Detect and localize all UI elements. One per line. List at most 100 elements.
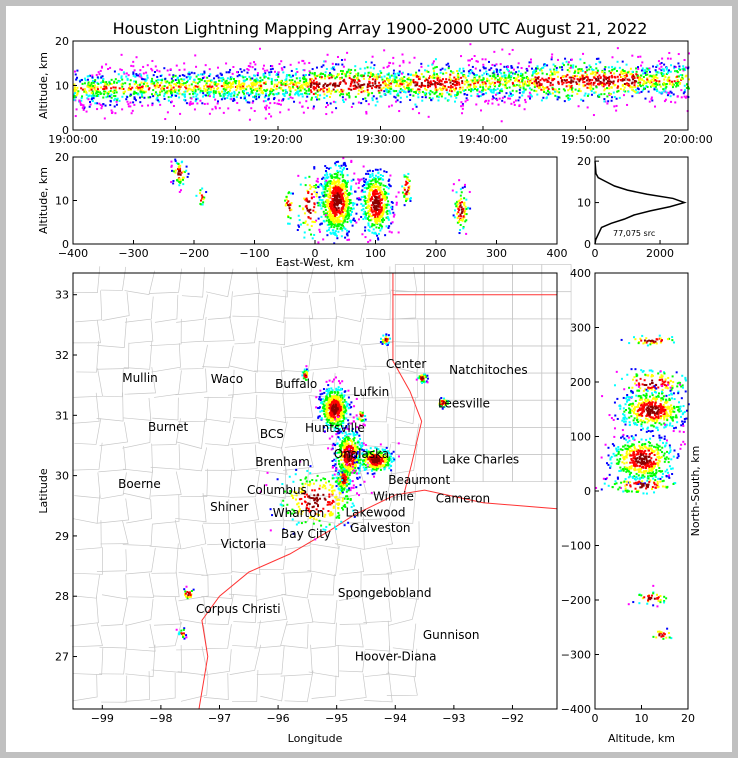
source-point xyxy=(304,176,307,179)
source-point xyxy=(231,85,234,88)
source-point xyxy=(309,86,312,89)
source-point xyxy=(478,90,481,93)
source-point xyxy=(375,76,378,79)
source-point xyxy=(341,70,344,73)
source-point xyxy=(389,212,392,215)
source-point xyxy=(498,71,501,74)
source-point xyxy=(273,102,276,105)
source-point xyxy=(331,389,334,392)
source-point xyxy=(344,210,347,213)
source-point xyxy=(325,67,328,70)
source-point xyxy=(573,75,576,78)
source-point xyxy=(277,75,280,78)
source-point xyxy=(481,89,484,92)
source-point xyxy=(335,234,338,237)
source-point xyxy=(658,83,661,86)
source-point xyxy=(529,93,532,96)
source-point xyxy=(264,117,267,120)
source-point xyxy=(530,78,533,81)
source-point xyxy=(181,78,184,81)
source-point xyxy=(506,68,509,71)
source-point xyxy=(495,63,498,66)
source-point xyxy=(297,93,300,96)
source-point xyxy=(77,90,80,93)
source-point xyxy=(555,66,558,69)
source-point xyxy=(177,170,180,173)
source-point xyxy=(547,77,550,80)
source-point xyxy=(162,87,165,90)
source-point xyxy=(377,196,380,199)
source-point xyxy=(288,86,291,89)
source-point xyxy=(335,189,338,192)
source-point xyxy=(344,75,347,78)
source-point xyxy=(338,195,341,198)
source-point xyxy=(141,104,144,107)
source-point xyxy=(325,219,328,222)
source-point xyxy=(337,386,340,389)
source-point xyxy=(253,109,256,112)
source-point xyxy=(125,72,128,75)
source-point xyxy=(574,65,577,68)
source-point xyxy=(335,412,338,415)
source-point xyxy=(336,84,339,87)
source-point xyxy=(510,94,513,97)
source-point xyxy=(203,87,206,90)
source-point xyxy=(229,68,232,71)
source-point xyxy=(422,84,425,87)
source-point xyxy=(104,83,107,86)
source-point xyxy=(81,95,84,98)
source-point xyxy=(444,85,447,88)
source-point xyxy=(399,91,402,94)
source-point xyxy=(206,102,209,105)
source-point xyxy=(329,180,332,183)
source-point xyxy=(236,71,239,74)
source-point xyxy=(336,198,339,201)
source-point xyxy=(133,103,136,106)
source-point xyxy=(320,418,323,421)
source-point xyxy=(338,91,341,94)
source-point xyxy=(345,417,348,420)
source-point xyxy=(76,92,79,95)
source-point xyxy=(342,200,345,203)
source-point xyxy=(180,161,183,164)
source-point xyxy=(375,190,378,193)
source-point xyxy=(541,77,544,80)
x-tick-label: 200 xyxy=(426,247,447,260)
source-point xyxy=(394,96,397,99)
source-point xyxy=(520,67,523,70)
source-point xyxy=(264,72,267,75)
source-point xyxy=(566,73,569,76)
source-point xyxy=(277,81,280,84)
source-point xyxy=(336,204,339,207)
source-point xyxy=(449,86,452,89)
source-point xyxy=(668,76,671,79)
source-point xyxy=(494,76,497,79)
source-point xyxy=(570,76,573,79)
source-point xyxy=(542,66,545,69)
source-point xyxy=(606,87,609,90)
source-point xyxy=(420,65,423,68)
source-point xyxy=(439,87,442,90)
source-point xyxy=(367,229,370,232)
source-point xyxy=(236,101,239,104)
source-point xyxy=(610,99,613,102)
source-point xyxy=(201,187,204,190)
source-point xyxy=(230,82,233,85)
source-point xyxy=(170,94,173,97)
source-point xyxy=(188,87,191,90)
source-point xyxy=(385,216,388,219)
source-point xyxy=(599,76,602,79)
source-point xyxy=(321,398,324,401)
source-point xyxy=(627,90,630,93)
source-point xyxy=(366,91,369,94)
source-point xyxy=(629,67,632,70)
source-point xyxy=(214,105,217,108)
source-point xyxy=(607,66,610,69)
source-point xyxy=(684,68,687,71)
source-point xyxy=(368,205,371,208)
source-point xyxy=(108,81,111,84)
source-point xyxy=(560,66,563,69)
source-point xyxy=(322,205,325,208)
source-point xyxy=(655,90,658,93)
source-point xyxy=(286,201,289,204)
